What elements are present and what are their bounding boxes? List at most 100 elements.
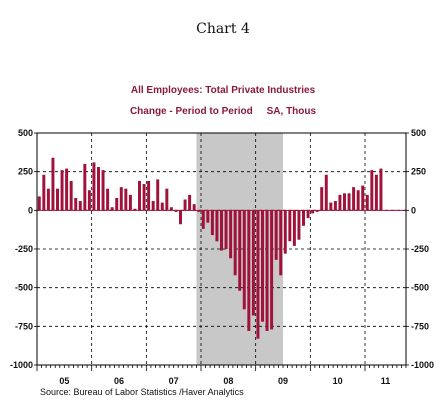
bar	[69, 180, 73, 211]
bar-series	[37, 157, 383, 339]
bar	[201, 210, 205, 229]
bar	[256, 210, 260, 339]
y-tick-label-right: -1000	[411, 360, 434, 370]
bar	[60, 170, 64, 211]
x-axis-labels: 05 06 07 08 09 10 11	[59, 376, 390, 386]
bar	[288, 210, 292, 242]
bar	[92, 162, 96, 211]
y-tick-label-right: 500	[411, 128, 426, 138]
bar	[347, 193, 351, 211]
bar	[265, 210, 269, 331]
bar	[352, 187, 356, 211]
bar	[128, 194, 132, 211]
y-tick-label-left: -500	[15, 283, 33, 293]
bar	[274, 210, 278, 260]
bar	[333, 201, 337, 211]
y-tick-label-left: -250	[15, 244, 33, 254]
bar	[311, 210, 315, 214]
bar	[365, 194, 369, 211]
source-note: Source: Bureau of Labor Statistics /Have…	[40, 387, 244, 397]
bar	[215, 210, 219, 242]
bar	[320, 187, 324, 211]
y-axis-left-labels: 500 250 0 -250 -500 -750 -1000	[10, 128, 33, 370]
bar	[174, 210, 178, 212]
bar	[251, 210, 255, 316]
bar	[279, 210, 283, 276]
axes	[34, 132, 409, 371]
bar	[65, 168, 69, 211]
bar	[156, 179, 160, 211]
bar	[302, 210, 305, 226]
y-tick-label-left: -1000	[10, 360, 33, 370]
bar	[283, 210, 287, 254]
bar	[361, 185, 365, 211]
bar	[292, 210, 296, 246]
bar	[192, 204, 196, 211]
y-tick-label-right: 250	[411, 167, 426, 177]
bar	[306, 210, 310, 219]
bar	[197, 210, 201, 212]
bar	[329, 202, 333, 211]
bar	[374, 174, 378, 211]
bar	[247, 210, 251, 331]
bar	[56, 188, 59, 211]
bar	[210, 210, 214, 236]
bar	[138, 180, 141, 211]
bar	[51, 157, 55, 211]
y-axis-right-labels: 500 250 0 -250 -500 -750 -1000	[411, 128, 434, 370]
y-tick-label-left: 250	[18, 167, 33, 177]
bar	[46, 188, 50, 211]
bar	[220, 210, 223, 251]
bar	[238, 210, 242, 291]
y-tick-label-left: -750	[15, 321, 33, 331]
bar	[83, 163, 87, 211]
bar	[188, 194, 192, 211]
chart-title: All Employees: Total Private Industries	[131, 85, 316, 96]
bar	[338, 194, 342, 211]
y-tick-label-right: 0	[411, 205, 416, 215]
bar	[224, 210, 228, 249]
x-tick-label: 09	[278, 376, 288, 386]
bar	[147, 180, 151, 211]
y-tick-label-right: -250	[411, 244, 429, 254]
bar	[206, 210, 210, 223]
y-tick-label-right: -500	[411, 283, 429, 293]
bar	[270, 210, 274, 330]
bar	[101, 170, 105, 211]
x-tick-label: 06	[114, 376, 124, 386]
bar	[133, 208, 137, 211]
bar	[356, 190, 360, 211]
chart-heading: Chart 4	[196, 21, 250, 37]
x-tick-label: 05	[59, 376, 69, 386]
bar	[324, 174, 328, 211]
y-tick-label-left: 500	[18, 128, 33, 138]
bar	[110, 207, 114, 211]
x-tick-label: 10	[333, 376, 343, 386]
x-tick-label: 11	[381, 376, 391, 386]
bar	[87, 190, 91, 211]
bar	[160, 202, 164, 211]
chart-subtitle: Change - Period to Period SA, Thous	[130, 106, 317, 117]
bar	[315, 210, 319, 212]
bar	[115, 197, 119, 211]
bar	[165, 188, 169, 211]
bar	[297, 210, 301, 240]
bar	[370, 170, 374, 211]
bar	[242, 210, 246, 310]
bar	[183, 199, 187, 211]
bar	[233, 210, 237, 276]
x-tick-label: 07	[169, 376, 179, 386]
x-tick-label: 08	[223, 376, 233, 386]
bar	[106, 188, 110, 211]
y-tick-label-right: -750	[411, 321, 429, 331]
bar	[37, 196, 41, 211]
bar	[261, 210, 264, 322]
bar	[119, 187, 123, 211]
bar	[179, 210, 182, 225]
bar	[142, 184, 146, 211]
bar	[169, 207, 173, 211]
bar	[74, 197, 78, 211]
bar	[42, 174, 46, 211]
bar	[379, 168, 383, 211]
